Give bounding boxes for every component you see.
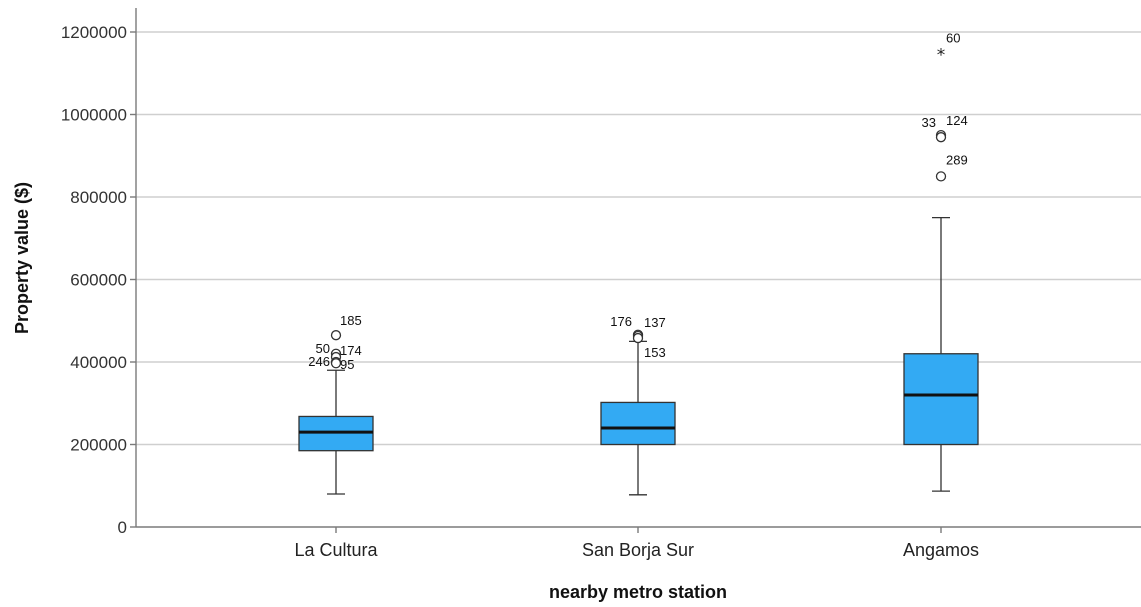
outlier-id-label: 33: [922, 115, 936, 130]
y-tick-label: 800000: [70, 188, 127, 207]
y-tick-label: 0: [118, 518, 127, 537]
outlier-id-label: 185: [340, 313, 362, 328]
outlier-id-label: 50: [316, 341, 330, 356]
outlier-id-label: 289: [946, 152, 968, 167]
outlier-circle-marker: [330, 330, 342, 341]
box-group-angamos: *60 33 124 289: [903, 31, 979, 492]
x-axis-title: nearby metro station: [549, 582, 727, 602]
outlier-id-label: 95: [340, 357, 354, 372]
x-category-label: Angamos: [903, 540, 979, 560]
y-tick-label: 400000: [70, 353, 127, 372]
boxes: 185 50 174 246 95 176 137 153 *60 33 124 289: [298, 31, 979, 496]
x-category-label: La Cultura: [294, 540, 378, 560]
outlier-id-label: 153: [644, 345, 666, 360]
y-axis-title: Property value ($): [12, 182, 32, 334]
outlier-circle-marker: [935, 171, 947, 182]
iqr-box: [903, 353, 979, 446]
outlier-circle-marker: [330, 358, 342, 369]
outlier-id-label: 124: [946, 113, 968, 128]
outlier-circle-marker: [632, 332, 644, 344]
outlier-circle-marker: [935, 132, 947, 143]
outlier-id-label: 176: [610, 314, 632, 329]
x-category-label: San Borja Sur: [582, 540, 694, 560]
y-tick-label: 1000000: [61, 106, 127, 125]
y-tick-label: 1200000: [61, 23, 127, 42]
iqr-box: [600, 401, 676, 446]
outlier-star-marker: *: [937, 46, 946, 66]
outlier-id-label: 174: [340, 343, 362, 358]
box-group-la-cultura: 185 50 174 246 95: [298, 313, 374, 495]
outlier-id-label: 246: [308, 354, 330, 369]
outlier-id-label: 60: [946, 31, 960, 46]
category-labels: La Cultura San Borja Sur Angamos: [294, 527, 979, 560]
outlier-id-label: 137: [644, 315, 666, 330]
box-group-san-borja-sur: 176 137 153: [600, 314, 676, 496]
y-tick-label: 200000: [70, 436, 127, 455]
y-tick-label: 600000: [70, 271, 127, 290]
y-tick-labels: 0 200000 400000 600000 800000 1000000 1200000: [61, 23, 136, 537]
